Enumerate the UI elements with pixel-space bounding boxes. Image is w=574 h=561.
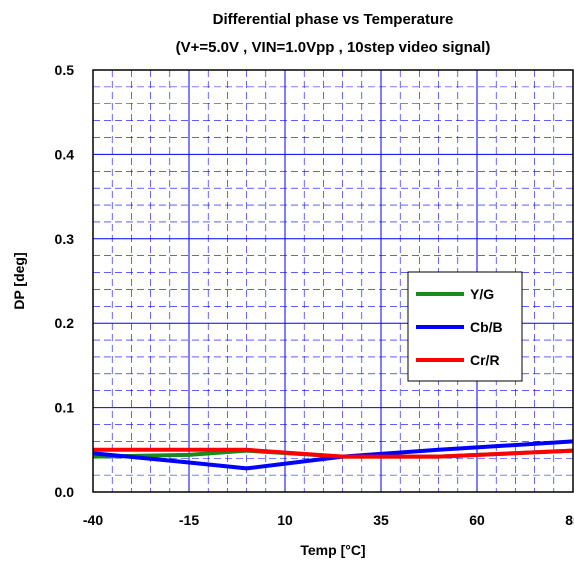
y-tick-label: 0.0 — [55, 484, 75, 500]
y-tick-label: 0.3 — [55, 231, 75, 247]
x-tick-label: 60 — [469, 512, 485, 528]
y-tick-label: 0.2 — [55, 315, 75, 331]
y-tick-label: 0.5 — [55, 62, 75, 78]
y-tick-label: 0.4 — [55, 146, 75, 162]
legend-items: Y/G Cb/B Cr/R — [416, 286, 503, 368]
series-line-cb-b — [92, 439, 574, 471]
x-axis-ticks: -40 -15 10 35 60 85 — [83, 512, 574, 528]
plot-frame — [92, 69, 574, 493]
series-layer — [92, 439, 574, 471]
x-tick-label: -15 — [179, 512, 199, 528]
x-tick-label: 10 — [277, 512, 293, 528]
x-tick-label: 85 — [565, 512, 574, 528]
x-axis-label: Temp [°C] — [300, 542, 365, 558]
chart-subtitle: (V+=5.0V , VIN=1.0Vpp , 10step video sig… — [176, 39, 491, 56]
y-tick-label: 0.1 — [55, 400, 75, 416]
legend-label: Cb/B — [470, 319, 503, 335]
legend: Y/G Cb/B Cr/R — [407, 271, 523, 382]
legend-label: Y/G — [470, 286, 494, 302]
x-tick-label: -40 — [83, 512, 103, 528]
y-axis-label: DP [deg] — [11, 252, 27, 309]
chart-title: Differential phase vs Temperature — [213, 11, 454, 28]
x-tick-label: 35 — [373, 512, 389, 528]
y-axis-ticks: 0.0 0.1 0.2 0.3 0.4 0.5 — [55, 62, 75, 500]
legend-label: Cr/R — [470, 352, 500, 368]
series-line-cr-r — [93, 447, 574, 459]
